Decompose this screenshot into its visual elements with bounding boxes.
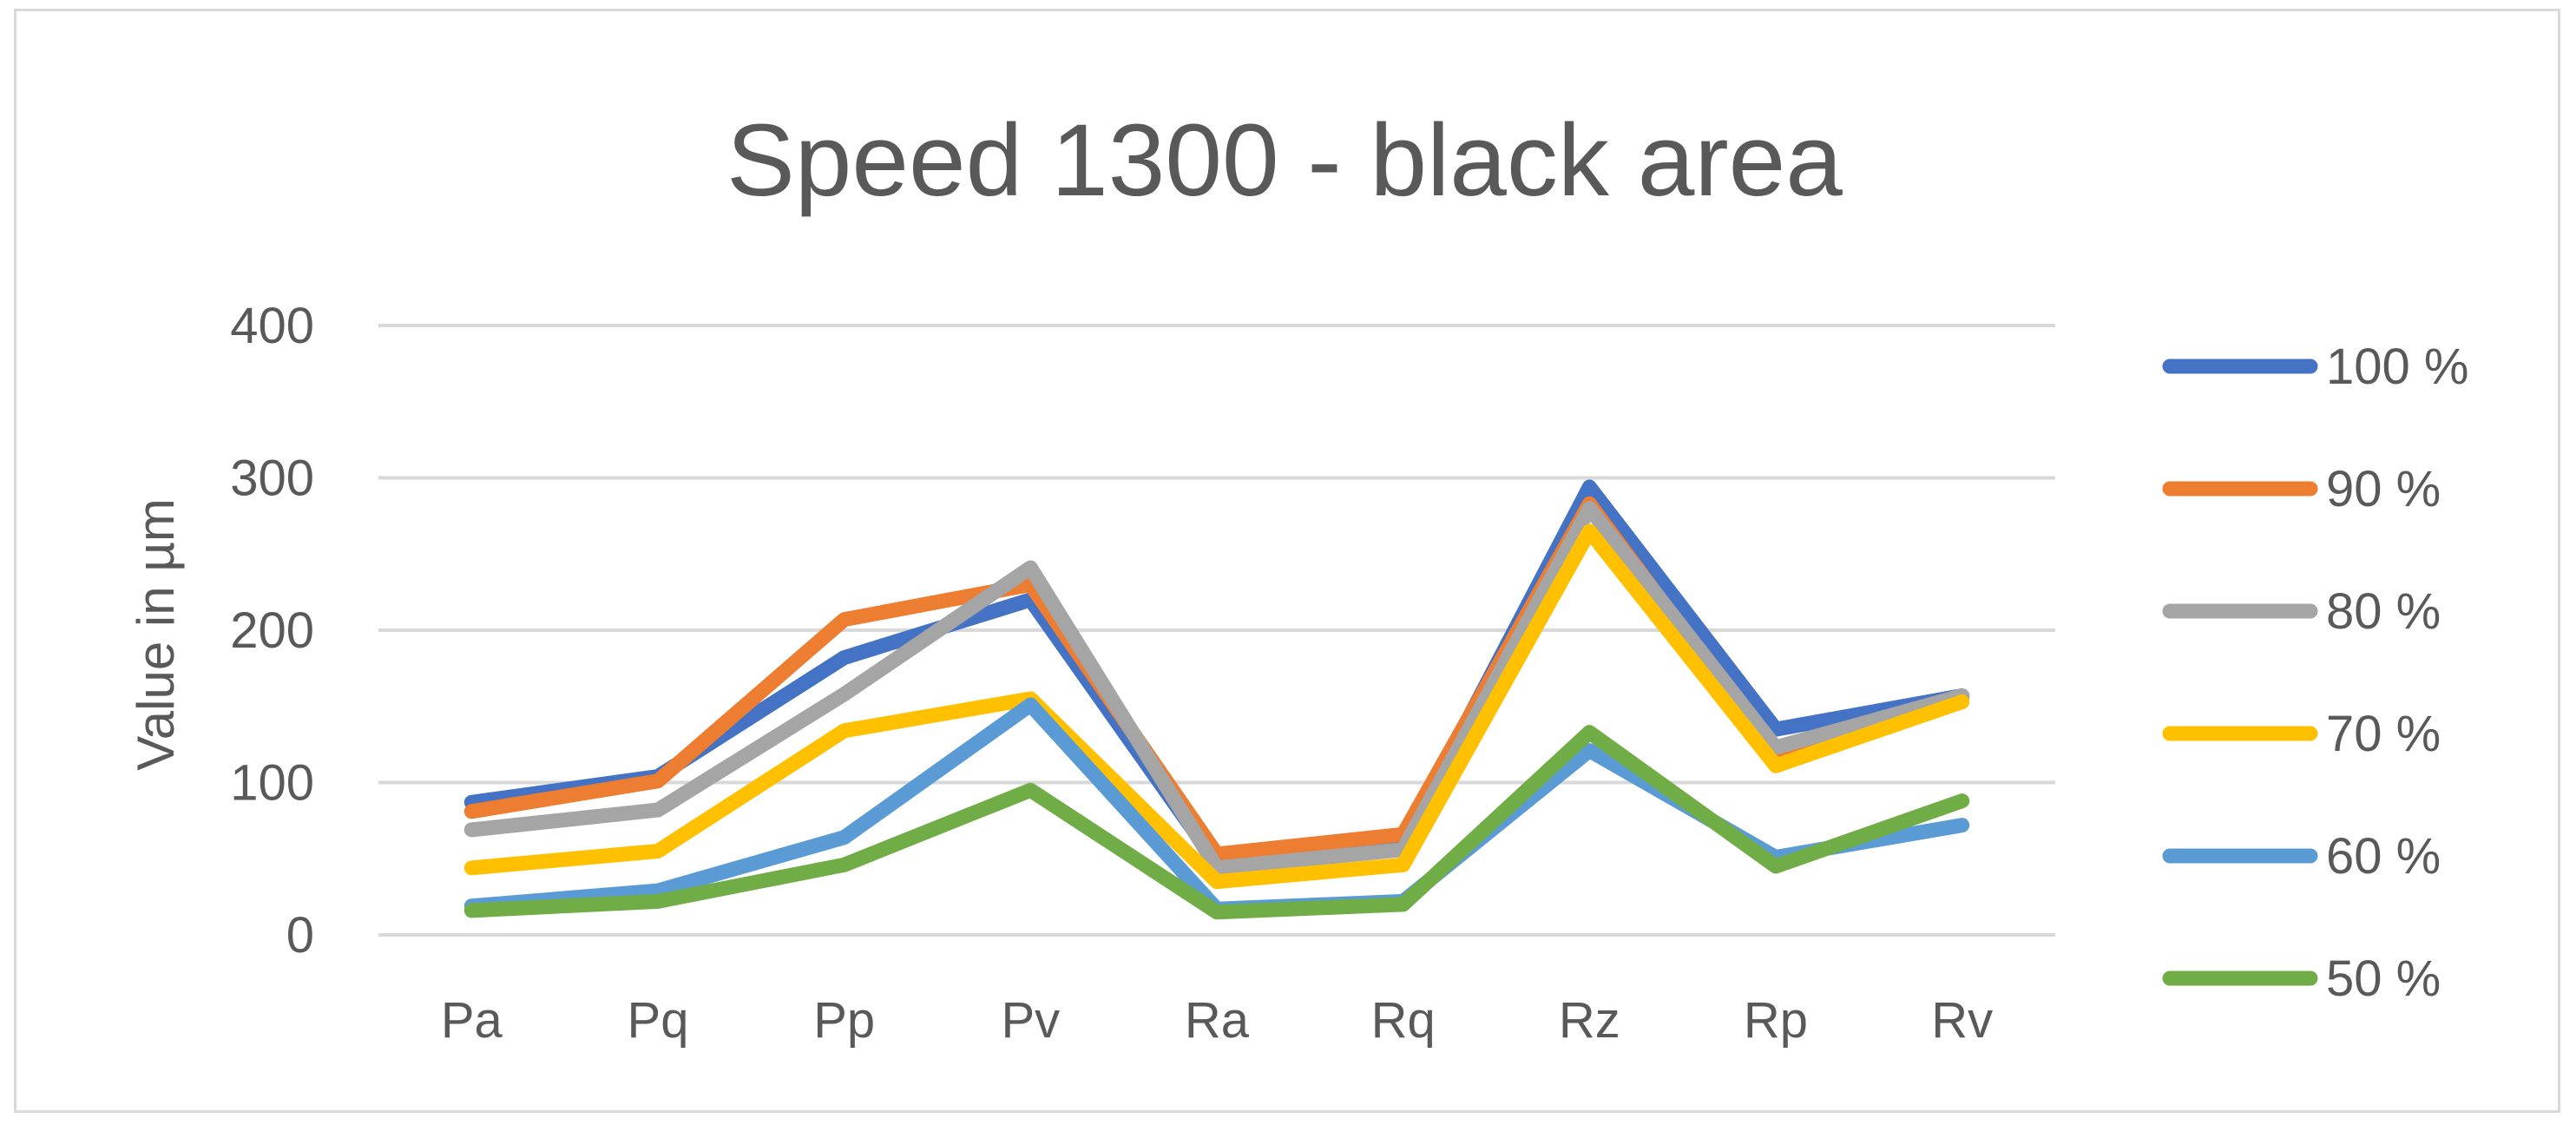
- y-tick-label: 200: [230, 602, 314, 659]
- legend-label: 70 %: [2326, 706, 2441, 762]
- legend-label: 50 %: [2326, 951, 2441, 1007]
- legend-label: 100 %: [2326, 339, 2468, 395]
- legend-label: 80 %: [2326, 583, 2441, 640]
- x-tick-labels: Pa Pq Pp Pv Ra Rq Rz Rp Rv: [441, 992, 1993, 1049]
- legend: 100 % 90 % 80 % 70 % 60 % 50 %: [2162, 339, 2468, 1007]
- y-axis-title: Value in µm: [127, 498, 185, 771]
- y-tick-label: 400: [230, 298, 314, 354]
- y-tick-label: 100: [230, 755, 314, 812]
- x-tick-label: Rq: [1371, 992, 1436, 1049]
- chart-frame: [14, 9, 2560, 1113]
- x-tick-label: Ra: [1185, 992, 1250, 1049]
- x-tick-label: Pp: [813, 992, 875, 1049]
- x-tick-label: Rz: [1559, 992, 1620, 1049]
- legend-label: 90 %: [2326, 461, 2441, 517]
- x-tick-label: Pv: [1001, 992, 1060, 1049]
- y-tick-label: 0: [286, 907, 314, 964]
- series-lines: [463, 479, 1970, 920]
- x-tick-label: Rp: [1744, 992, 1808, 1049]
- y-tick-label: 300: [230, 451, 314, 507]
- x-tick-label: Pa: [441, 992, 503, 1049]
- series-line: [463, 725, 1970, 920]
- x-tick-label: Rv: [1931, 992, 1993, 1049]
- legend-label: 60 %: [2326, 828, 2441, 885]
- series-line: [463, 479, 1970, 871]
- series-line: [463, 523, 1970, 890]
- series-line: [463, 501, 1970, 876]
- y-tick-labels: 0 100 200 300 400: [230, 298, 314, 964]
- chart-title: Speed 1300 - black area: [726, 103, 1843, 218]
- x-tick-label: Pq: [628, 992, 689, 1049]
